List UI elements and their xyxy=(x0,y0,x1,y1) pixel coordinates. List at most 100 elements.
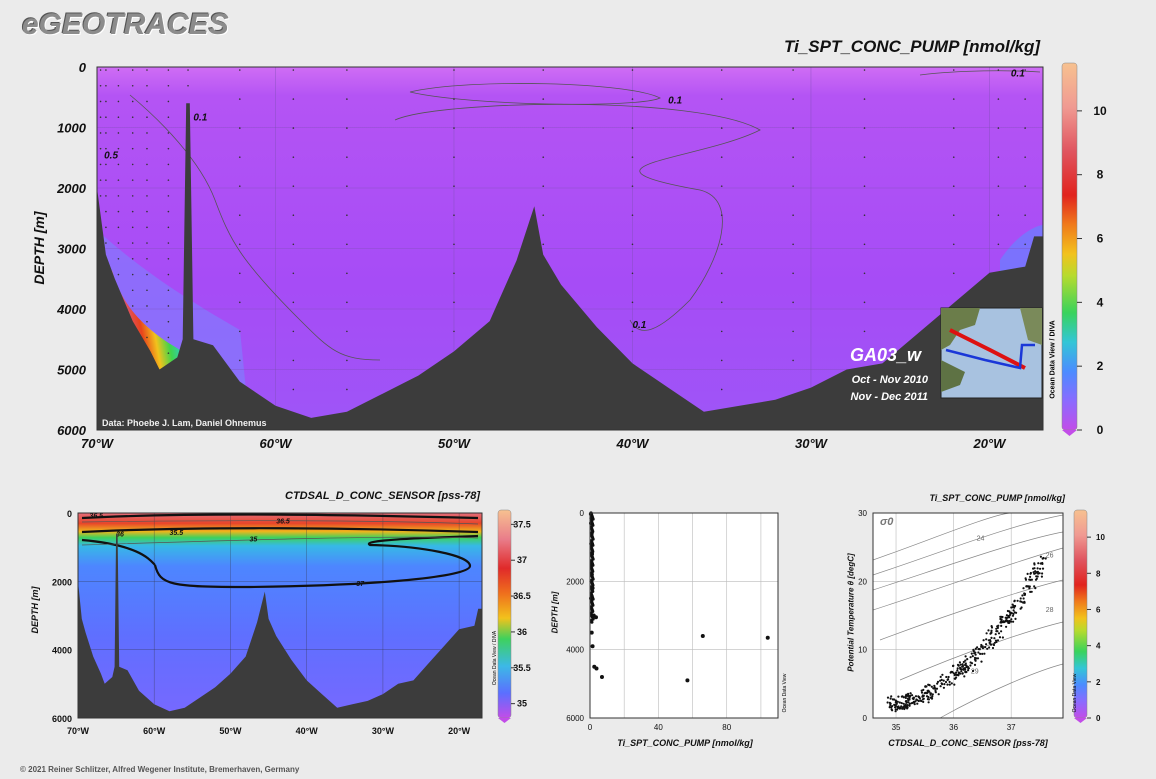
station-dot xyxy=(105,242,107,244)
ts-point xyxy=(1041,561,1044,565)
main-colorbar-caption: Ocean Data View / DIVA xyxy=(1049,320,1057,399)
data-credit: Data: Phoebe J. Lam, Daniel Ohnemus xyxy=(102,418,267,428)
ts-point xyxy=(985,638,988,641)
profile-point xyxy=(700,634,705,638)
ts-point xyxy=(1041,567,1045,570)
ts-point xyxy=(894,699,897,702)
main-contour-label: 0.1 xyxy=(632,320,646,331)
station-dot xyxy=(1024,243,1026,246)
main-contour-label: 0.1 xyxy=(668,96,682,107)
ts-point xyxy=(977,651,980,654)
ts-point xyxy=(906,704,909,707)
station-dot xyxy=(453,301,455,304)
ts-point xyxy=(942,679,945,682)
station-dot xyxy=(720,127,723,129)
copyright-note: © 2021 Reiner Schlitzer, Alfred Wegener … xyxy=(20,765,300,774)
station-dot xyxy=(292,388,295,391)
main-colorbar-ticks: 0 2 4 6 8 10 xyxy=(1077,104,1107,437)
ts-point xyxy=(1020,606,1023,609)
profile-point xyxy=(590,552,595,556)
ts-point xyxy=(929,693,932,696)
station-dot xyxy=(167,226,170,229)
station-dot xyxy=(720,156,723,158)
profile-x-tick-label: 40 xyxy=(654,723,663,732)
sigma-label: σ0 xyxy=(880,516,894,528)
profile-x-tick-label: 0 xyxy=(588,723,593,732)
station-dot xyxy=(131,257,134,260)
profile-point xyxy=(765,635,770,640)
ts-point xyxy=(988,641,991,645)
ts-point xyxy=(974,651,977,654)
ts-colorbar-tick-label: 10 xyxy=(1096,533,1105,542)
ts-point xyxy=(966,658,969,661)
ts-point xyxy=(1016,599,1019,602)
station-dot xyxy=(542,127,545,129)
station-dot xyxy=(105,226,107,229)
station-dot xyxy=(99,116,102,119)
station-dot xyxy=(863,243,866,246)
station-dot xyxy=(542,156,545,158)
isopycnal-label: 29 xyxy=(971,669,979,676)
station-dot xyxy=(105,210,107,213)
isopycnal-label: 26 xyxy=(1046,552,1054,559)
station-dot xyxy=(720,214,723,217)
ts-point xyxy=(1029,575,1032,579)
ts-point xyxy=(928,683,931,687)
ts-point xyxy=(921,695,924,698)
ts-point xyxy=(981,647,985,650)
salinity-bathymetry xyxy=(78,533,482,718)
station-dot xyxy=(131,195,134,197)
station-dot xyxy=(453,185,455,187)
ts-point xyxy=(904,704,907,707)
ts-point xyxy=(1010,620,1013,623)
station-dot xyxy=(292,69,295,71)
station-dot xyxy=(146,226,148,229)
inset-map xyxy=(940,307,1043,399)
ts-plot-frame xyxy=(872,512,1064,719)
station-dot xyxy=(631,127,634,129)
salinity-colorbar-tick-label: 36 xyxy=(517,627,527,637)
ts-point xyxy=(964,662,967,665)
ts-point xyxy=(1034,578,1038,581)
ts-point xyxy=(992,643,995,646)
station-dot xyxy=(997,243,1000,246)
station-dot xyxy=(631,98,634,100)
ts-point xyxy=(1001,615,1004,619)
ts-point xyxy=(958,661,962,664)
station-dot xyxy=(346,185,348,187)
ts-point xyxy=(1036,567,1039,570)
station-dot xyxy=(542,69,545,71)
station-dot xyxy=(346,98,348,100)
salinity-y-axis: 0 2000 4000 6000 xyxy=(52,509,72,724)
station-dot xyxy=(238,127,241,129)
station-dot xyxy=(453,69,455,71)
ts-point xyxy=(1019,597,1022,600)
station-dot xyxy=(167,320,170,323)
ts-point xyxy=(1011,603,1014,606)
ts-point xyxy=(894,704,897,707)
ts-point xyxy=(931,693,934,696)
ts-point xyxy=(1000,624,1003,628)
main-y-tick-label: 4000 xyxy=(56,302,87,317)
station-dot xyxy=(792,272,794,275)
ts-point xyxy=(886,701,889,704)
station-dot xyxy=(167,257,170,260)
station-dot xyxy=(631,69,634,71)
ts-point xyxy=(994,633,997,636)
ts-point xyxy=(978,648,981,651)
station-dot xyxy=(292,127,295,129)
station-dot xyxy=(952,243,955,246)
profile-y-axis-label: DEPTH [m] xyxy=(550,591,560,634)
station-dot xyxy=(863,214,866,217)
station-dot xyxy=(99,100,102,103)
ts-point xyxy=(909,692,912,695)
ts-point xyxy=(936,680,940,684)
station-dot xyxy=(238,69,241,71)
ts-point xyxy=(890,708,893,711)
station-dot xyxy=(105,132,107,134)
ts-point xyxy=(1013,600,1016,603)
ts-point xyxy=(916,702,919,705)
station-dot xyxy=(952,272,955,275)
ts-point xyxy=(911,694,914,697)
station-dot xyxy=(631,330,634,333)
